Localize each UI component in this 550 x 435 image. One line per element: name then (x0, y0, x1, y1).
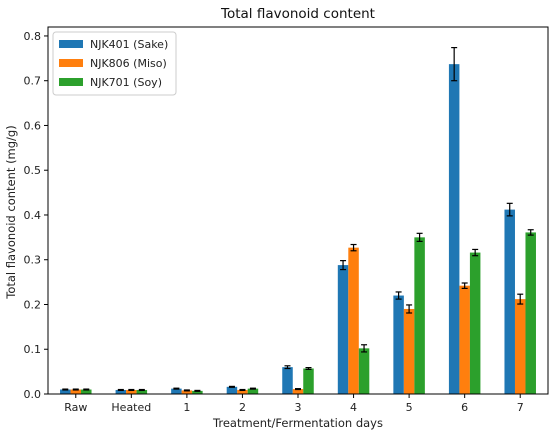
legend-swatch-1 (59, 40, 83, 48)
bar-1-4 (337, 265, 349, 394)
chart-title: Total flavonoid content (220, 6, 375, 22)
x-tick-label: 3 (295, 401, 302, 414)
bar-3-5 (414, 237, 425, 394)
error-bar-2-Heated (128, 388, 135, 392)
bar-3-Heated (136, 389, 148, 394)
x-tick-label: 6 (461, 401, 468, 414)
error-bar-2-1 (183, 389, 190, 392)
error-bar-2-6 (461, 282, 468, 289)
y-tick-label: 0.3 (24, 254, 42, 267)
x-tick-label: 4 (350, 401, 357, 414)
error-bar-2-3 (295, 388, 301, 391)
bar-3-3 (303, 368, 314, 394)
error-bar-1-1 (173, 387, 180, 390)
bar-2-2 (237, 389, 248, 394)
y-tick-label: 0.8 (24, 30, 42, 43)
legend: NJK401 (Sake) NJK806 (Miso) NJK701 (Soy) (52, 31, 177, 96)
y-tick-label: 0.2 (24, 298, 42, 311)
bar-2-6 (459, 285, 470, 394)
error-bar-2-2 (239, 388, 246, 392)
error-bar-2-4 (350, 243, 357, 252)
error-bar-3-3 (305, 366, 312, 370)
bar-1-7 (504, 209, 515, 394)
error-bar-3-1 (194, 389, 201, 392)
bar-3-Raw (81, 389, 92, 394)
legend-label-1: NJK401 (Sake) (90, 38, 168, 51)
error-bar-3-Heated (138, 388, 145, 392)
bar-2-7 (514, 299, 526, 394)
error-bar-1-Raw (62, 388, 69, 391)
y-axis-label: Total flavonoid content (mg/g) (4, 125, 18, 299)
bar-3-4 (358, 348, 370, 394)
x-axis-ticks: Raw Heated 1 2 3 4 5 6 7 (64, 394, 524, 414)
bar-2-1 (181, 390, 193, 394)
x-axis-label: Treatment/Fermentation days (212, 416, 383, 430)
error-bar-1-4 (340, 260, 347, 271)
x-tick-label: 7 (517, 401, 524, 414)
bar-1-Heated (115, 389, 127, 394)
y-tick-label: 0.1 (24, 343, 42, 356)
error-bar-3-2 (249, 387, 256, 390)
error-bar-3-6 (472, 248, 479, 257)
error-bar-1-5 (395, 291, 402, 300)
legend-label-2: NJK806 (Miso) (90, 57, 167, 70)
error-bar-2-7 (517, 293, 524, 305)
bar-1-6 (448, 64, 460, 395)
bar-2-Raw (70, 389, 82, 394)
x-tick-label: 2 (239, 401, 246, 414)
bar-3-2 (247, 388, 259, 394)
bar-3-7 (525, 232, 536, 394)
y-tick-label: 0.6 (24, 119, 42, 132)
legend-box (52, 31, 177, 96)
x-tick-label: 5 (406, 401, 413, 414)
legend-label-3: NJK701 (Soy) (90, 76, 162, 89)
y-tick-label: 0.4 (24, 209, 42, 222)
legend-swatch-2 (59, 59, 83, 67)
y-tick-label: 0.0 (24, 388, 42, 401)
bar-2-3 (292, 389, 304, 394)
error-bar-3-4 (361, 344, 368, 353)
bar-2-5 (403, 308, 415, 394)
y-tick-label: 0.7 (24, 75, 42, 88)
bar-1-3 (282, 367, 293, 394)
legend-swatch-3 (59, 78, 83, 86)
error-bar-3-7 (527, 229, 534, 236)
bar-1-2 (226, 386, 238, 394)
error-bar-2-5 (406, 304, 413, 314)
bar-1-1 (171, 388, 182, 394)
y-tick-label: 0.5 (24, 164, 42, 177)
bar-1-5 (393, 295, 404, 394)
error-bar-2-Raw (72, 388, 79, 391)
x-tick-label: Heated (111, 401, 151, 414)
plot-area (47, 26, 549, 395)
x-tick-label: 1 (183, 401, 190, 414)
error-bar-3-Raw (83, 388, 90, 391)
bar-1-Raw (60, 389, 71, 394)
error-bar-1-Heated (117, 388, 124, 392)
error-bar-1-6 (451, 46, 458, 82)
y-axis-ticks: 0.0 0.1 0.2 0.3 0.4 0.5 0.6 0.7 0.8 (24, 30, 48, 401)
error-bar-3-5 (416, 232, 423, 242)
bar-3-6 (469, 252, 481, 394)
error-bar-1-3 (284, 365, 291, 370)
bar-2-Heated (126, 389, 137, 394)
x-tick-label: Raw (64, 401, 87, 414)
bar-2-4 (348, 247, 359, 394)
error-bar-1-2 (228, 385, 235, 388)
error-bar-1-7 (506, 202, 513, 217)
bar-3-1 (192, 390, 203, 394)
